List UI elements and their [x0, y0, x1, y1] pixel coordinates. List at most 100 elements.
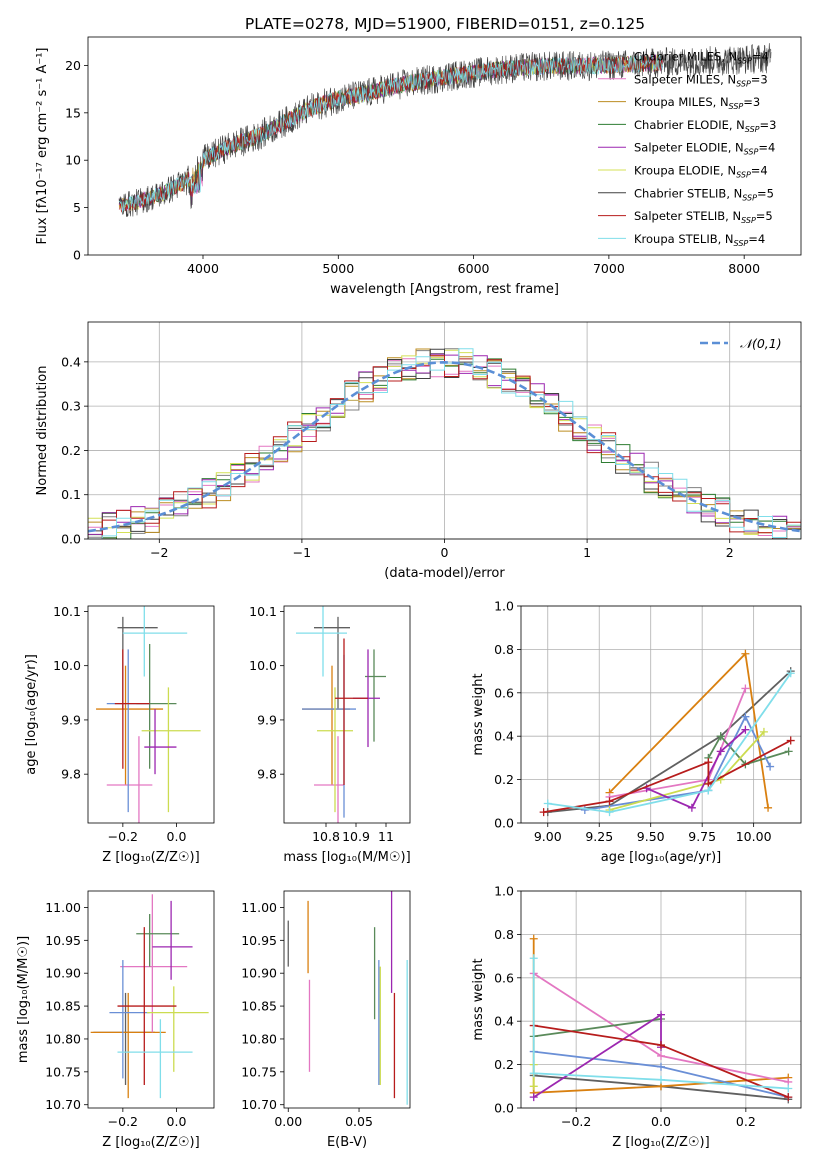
- y-tick-label: 5: [73, 200, 81, 215]
- mass_vs_Z-plot-area: [90, 894, 209, 1099]
- x-tick-label: −0.2: [108, 829, 138, 844]
- weights_vs_age-panel: 9.00 9.25 9.50 9.75 10.00 0.0 0.2 0.4 0.6 0.8 1.0 a…: [471, 599, 802, 865]
- x-tick-label: 0.2: [736, 1114, 756, 1129]
- y-tick-label: 1.0: [494, 884, 514, 899]
- weight-marker: [784, 747, 793, 756]
- weight-marker: [766, 762, 775, 771]
- x-tick-label: −1: [293, 545, 311, 560]
- x-tick-label: −2: [150, 545, 168, 560]
- legend-label: Chabrier ELODIE, NSSP=3: [634, 118, 776, 134]
- weight-marker: [529, 934, 538, 943]
- x-axis-label: wavelength [Angstrom, rest frame]: [330, 282, 559, 297]
- y-tick-label: 9.8: [61, 767, 81, 782]
- weight-marker: [543, 799, 552, 808]
- y-tick-label: 10.70: [241, 1097, 277, 1112]
- y-tick-label: 10.0: [53, 658, 81, 673]
- x-tick-label: 0.0: [167, 1114, 187, 1129]
- spectrum-line: [118, 54, 664, 213]
- weight-marker: [580, 805, 589, 814]
- mass_vs_Z-panel: −0.2 0.0 10.70 10.75 10.80 10.85 10.90 10.95 11.…: [16, 890, 215, 1150]
- y-tick-label: 10.95: [241, 933, 277, 948]
- spectrum-plot-area: [118, 43, 772, 218]
- weight-marker: [716, 732, 725, 741]
- weight-marker: [786, 736, 795, 745]
- y-tick-label: 0.8: [494, 642, 514, 657]
- weight-line: [532, 958, 789, 1090]
- x-tick-label: 8000: [728, 261, 760, 276]
- weight-marker: [764, 803, 773, 812]
- y-tick-label: 0.6: [494, 970, 514, 985]
- y-tick-label: 0.4: [494, 1014, 514, 1029]
- y-tick-label: 10.70: [45, 1097, 81, 1112]
- legend-label: Salpeter MILES, NSSP=3: [634, 72, 768, 88]
- x-axis-label: mass [log₁₀(M/M☉)]: [283, 850, 410, 865]
- axes-frame: [520, 605, 802, 824]
- y-tick-label: 9.9: [257, 712, 277, 727]
- y-tick-label: 10.85: [241, 999, 277, 1014]
- x-tick-label: 6000: [458, 261, 490, 276]
- y-tick-label: 11.00: [241, 900, 277, 915]
- y-tick-label: 0.8: [494, 927, 514, 942]
- weights_vs_age-plot-area: [539, 649, 795, 817]
- weight-marker: [605, 808, 614, 817]
- x-tick-label: 0.00: [274, 1114, 302, 1129]
- weight-marker: [704, 758, 713, 767]
- y-tick-label: 0.2: [61, 443, 81, 458]
- weight-marker: [759, 727, 768, 736]
- weight-marker: [741, 684, 750, 693]
- weight-marker: [529, 1093, 538, 1102]
- y-tick-label: 10.0: [249, 658, 277, 673]
- x-axis-label: E(B-V): [327, 1135, 367, 1150]
- y-tick-label: 0.0: [494, 1101, 514, 1116]
- y-tick-label: 0.0: [494, 816, 514, 831]
- x-axis-label: age [log₁₀(age/yr)]: [601, 850, 722, 865]
- axes-frame: [283, 890, 411, 1109]
- y-axis-label: Flux [fλ10⁻¹⁷ erg cm⁻² s⁻¹ A⁻¹]: [35, 48, 50, 245]
- y-tick-label: 0.2: [494, 1057, 514, 1072]
- weight-line: [533, 1018, 662, 1038]
- y-tick-label: 0.3: [61, 399, 81, 414]
- y-tick-label: 10.80: [45, 1031, 81, 1046]
- legend-label: 𝒩(0,1): [740, 336, 782, 351]
- weight-marker: [741, 725, 750, 734]
- mass_vs_EBV-plot-area: [287, 891, 408, 1105]
- weight-marker: [657, 1062, 665, 1071]
- weight-line: [609, 688, 747, 798]
- weight-marker: [539, 808, 548, 817]
- y-tick-label: 15: [65, 105, 81, 120]
- x-axis-label: Z [log₁₀(Z/Z☉)]: [102, 1135, 199, 1150]
- age_vs_Z-panel: −0.2 0.0 9.8 9.9 10.0 10.1 Z [log₁₀(Z/Z☉)] age …: [24, 604, 215, 865]
- y-tick-label: 10.95: [45, 933, 81, 948]
- x-axis-label: Z [log₁₀(Z/Z☉)]: [102, 850, 199, 865]
- weights_vs_Z-plot-area: [529, 934, 793, 1104]
- spectrum-legend: Chabrier MILES, NSSP=4 Salpeter MILES, NS…: [598, 50, 776, 248]
- y-tick-label: 10.1: [249, 604, 277, 619]
- y-tick-label: 10: [65, 153, 81, 168]
- legend-label: Kroupa MILES, NSSP=3: [634, 95, 760, 111]
- weight-marker: [741, 649, 750, 658]
- residuals-plot-area: [88, 348, 801, 539]
- weight-marker: [657, 1051, 665, 1060]
- y-tick-label: 0.4: [494, 729, 514, 744]
- y-tick-label: 0.1: [61, 487, 81, 502]
- x-tick-label: 9.00: [534, 829, 562, 844]
- legend-label: Chabrier STELIB, NSSP=5: [634, 186, 774, 202]
- y-tick-label: 9.8: [257, 767, 277, 782]
- x-tick-label: −0.2: [108, 1114, 138, 1129]
- x-tick-label: 9.25: [585, 829, 613, 844]
- axes-frame: [87, 890, 215, 1109]
- x-axis-label: Z [log₁₀(Z/Z☉)]: [612, 1135, 709, 1150]
- weight-marker: [529, 954, 538, 963]
- residuals-panel: −2 −1 0 1 2 0.0 0.1 0.2 0.3 0.4 (data-model)/error…: [35, 321, 802, 581]
- y-axis-label: age [log₁₀(age/yr)]: [24, 654, 39, 775]
- weight-marker: [704, 786, 713, 795]
- spectrum-panel: 4000 5000 6000 7000 8000 0 5 10 15 20 wavelength […: [35, 36, 802, 297]
- y-axis-label: Normed distribution: [35, 366, 50, 496]
- y-tick-label: 20: [65, 58, 81, 73]
- legend-label: Salpeter STELIB, NSSP=5: [634, 209, 773, 225]
- axes-frame: [87, 605, 215, 824]
- x-tick-label: 9.50: [637, 829, 665, 844]
- weight-marker: [605, 797, 614, 806]
- weight-marker: [657, 1041, 665, 1050]
